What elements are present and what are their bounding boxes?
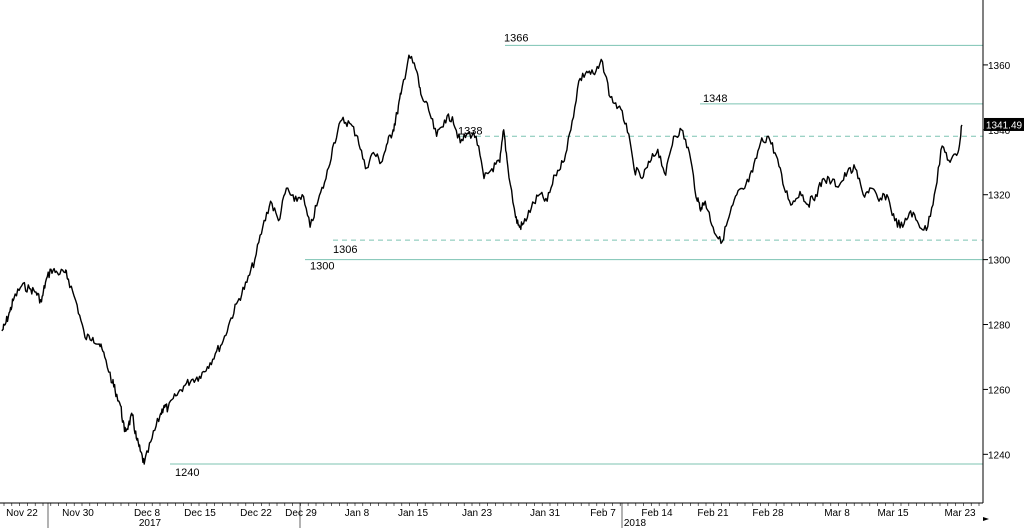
x-tick-label-dec-15: Dec 15	[184, 508, 216, 519]
x-tick-label-nov-22: Nov 22	[6, 508, 38, 519]
y-tick-label-1360: 1360	[988, 61, 1011, 72]
y-tick-label-1300: 1300	[988, 256, 1011, 267]
x-tick-label-feb-7: Feb 7	[590, 508, 616, 519]
x-tick-label-feb-14: Feb 14	[641, 508, 673, 519]
last-value-tag	[984, 117, 1024, 131]
x-tick-label-jan-8: Jan 8	[345, 508, 370, 519]
x-tick-label-jan-15: Jan 15	[398, 508, 428, 519]
y-tick-label-1340: 1340	[988, 126, 1011, 137]
axis-arrow-icon	[983, 517, 989, 521]
x-tick-label-dec-29: Dec 29	[285, 508, 317, 519]
x-tick-label-dec-22: Dec 22	[240, 508, 272, 519]
x-tick-label-nov-30: Nov 30	[62, 508, 94, 519]
level-labels: 1366 1348 1338 1306 1300 1240	[175, 32, 727, 479]
level-lines	[170, 44, 983, 465]
y-tick-label-1320: 1320	[988, 191, 1011, 202]
level-label-1240: 1240	[175, 467, 199, 479]
x-tick-label-feb-21: Feb 21	[697, 508, 729, 519]
year-label-2017: 2017	[139, 518, 162, 528]
y-tick-label-1280: 1280	[988, 321, 1011, 332]
level-label-1306: 1306	[333, 244, 357, 256]
x-tick-label-mar-23: Mar 23	[944, 508, 976, 519]
x-tick-label-jan-31: Jan 31	[530, 508, 560, 519]
x-tick-label-dec-8: Dec 8	[134, 508, 161, 519]
level-label-1366: 1366	[504, 32, 528, 44]
price-series	[1, 54, 963, 465]
level-label-1338: 1338	[458, 125, 482, 137]
price-line	[1, 54, 963, 465]
x-tick-label-feb-28: Feb 28	[752, 508, 784, 519]
x-tick-label-jan-23: Jan 23	[462, 508, 492, 519]
last-value-label: 1341.49	[986, 120, 1023, 131]
x-tick-label-mar-8: Mar 8	[824, 508, 850, 519]
x-tick-label-mar-15: Mar 15	[877, 508, 909, 519]
year-label-2018: 2018	[624, 518, 647, 528]
level-label-1300: 1300	[310, 261, 334, 273]
y-tick-label-1240: 1240	[988, 450, 1011, 461]
level-label-1348: 1348	[703, 93, 727, 105]
y-tick-label-1260: 1260	[988, 385, 1011, 396]
